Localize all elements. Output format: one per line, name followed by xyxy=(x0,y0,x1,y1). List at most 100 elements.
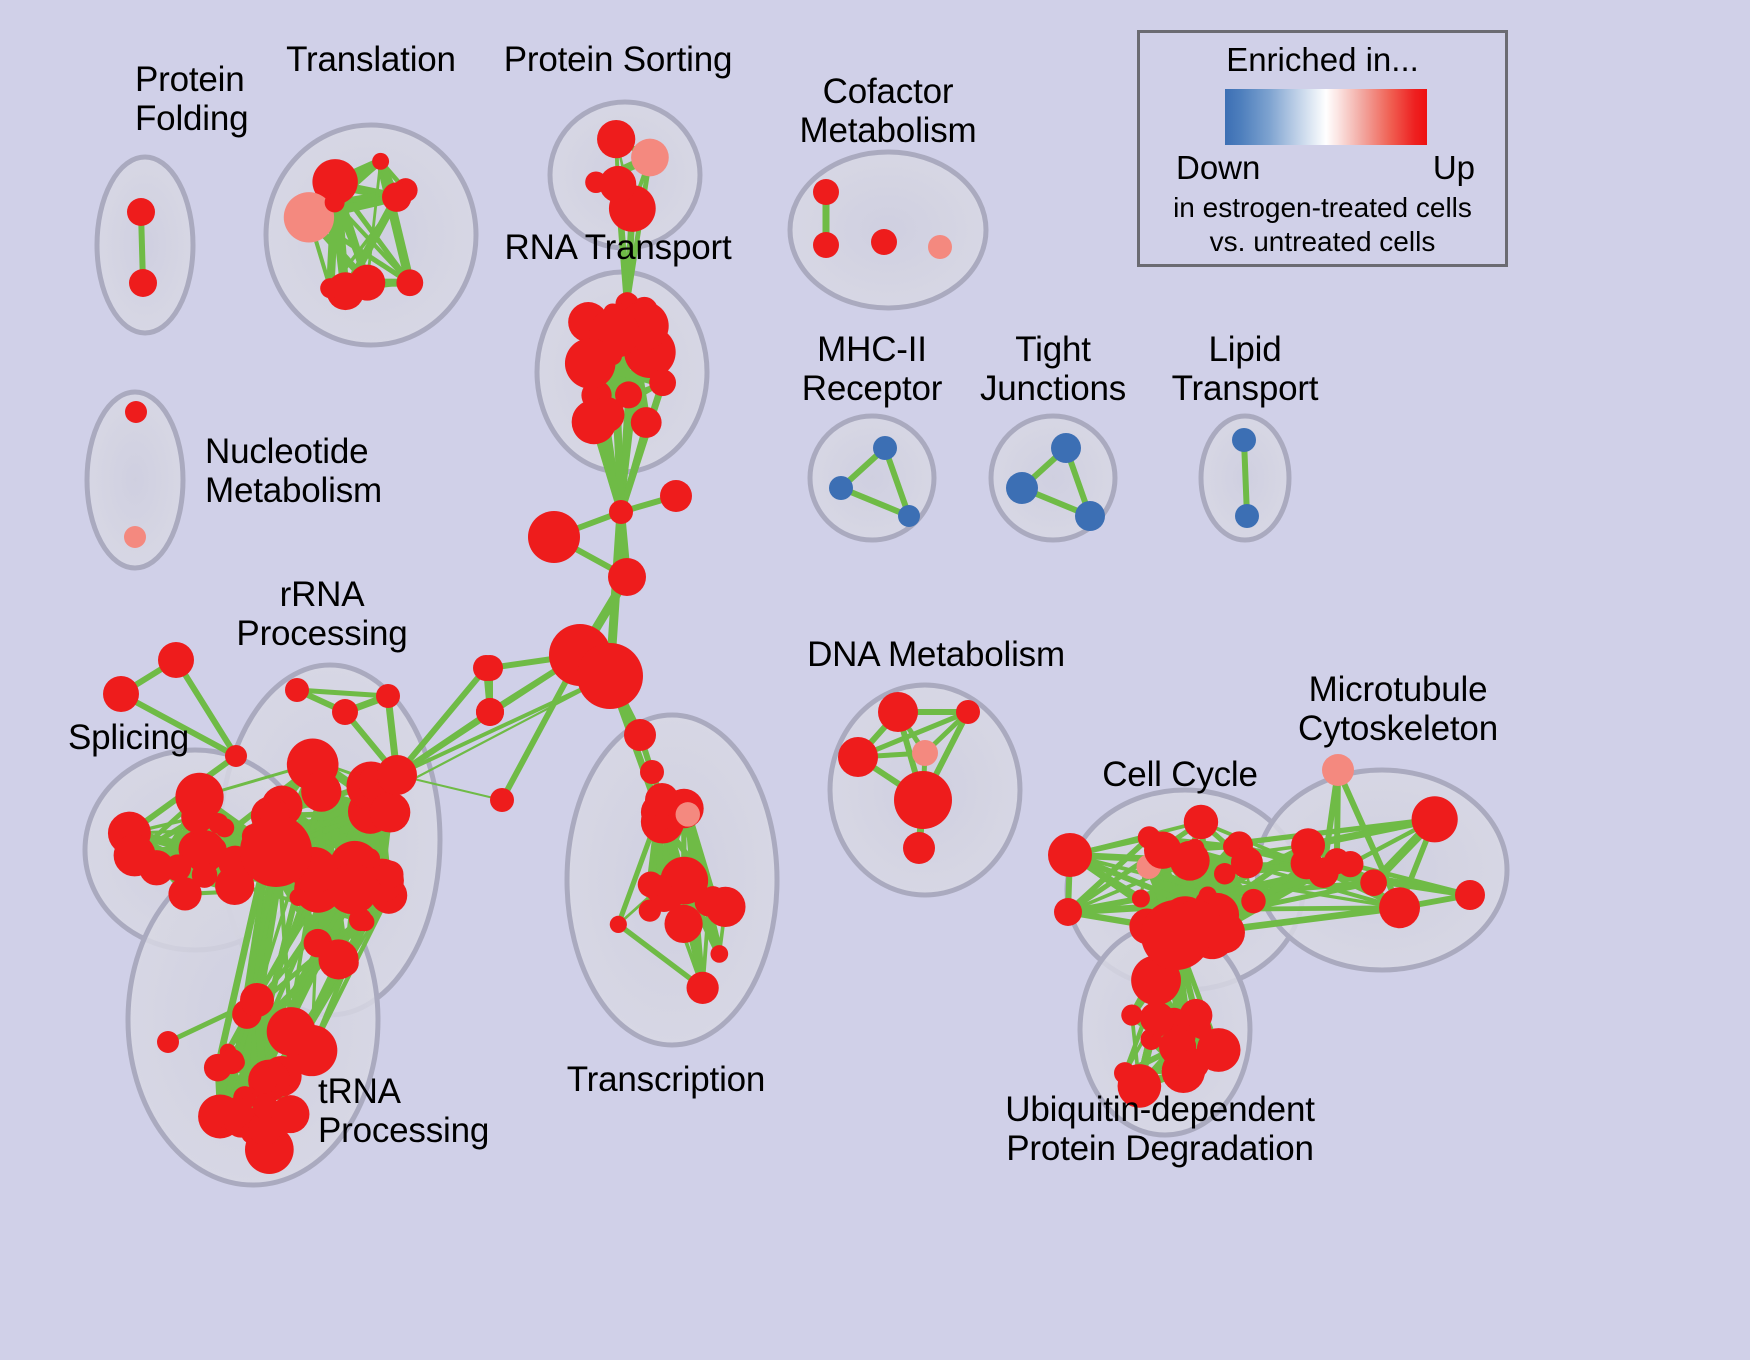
network-node[interactable] xyxy=(372,152,390,170)
network-node[interactable] xyxy=(215,865,255,906)
network-node[interactable] xyxy=(599,165,637,203)
network-node[interactable] xyxy=(158,642,194,678)
network-node[interactable] xyxy=(912,740,938,766)
network-node[interactable] xyxy=(528,511,580,563)
network-node[interactable] xyxy=(332,699,358,725)
network-node[interactable] xyxy=(250,1066,278,1094)
network-node[interactable] xyxy=(1379,887,1421,929)
network-node[interactable] xyxy=(157,1031,179,1053)
network-node[interactable] xyxy=(1241,888,1266,914)
network-node[interactable] xyxy=(871,229,897,255)
network-node[interactable] xyxy=(1143,831,1182,869)
network-node[interactable] xyxy=(1121,1004,1143,1026)
network-node[interactable] xyxy=(476,698,504,726)
cluster-ellipse-nucleotide-metabolism[interactable] xyxy=(84,389,186,571)
network-node[interactable] xyxy=(1214,863,1236,885)
network-node[interactable] xyxy=(125,401,147,423)
network-node[interactable] xyxy=(660,480,692,512)
network-node[interactable] xyxy=(1117,1064,1162,1108)
cluster-ellipse-protein-folding[interactable] xyxy=(94,154,196,336)
network-node[interactable] xyxy=(813,179,839,205)
network-node[interactable] xyxy=(1141,1002,1175,1036)
network-node[interactable] xyxy=(327,863,378,915)
network-node[interactable] xyxy=(477,655,503,681)
network-node[interactable] xyxy=(928,235,952,259)
network-node[interactable] xyxy=(588,396,625,433)
network-node[interactable] xyxy=(710,945,729,963)
network-node[interactable] xyxy=(1337,850,1364,878)
network-node[interactable] xyxy=(903,832,935,864)
network-node[interactable] xyxy=(838,737,878,777)
network-node[interactable] xyxy=(1322,754,1354,786)
network-node[interactable] xyxy=(240,815,312,887)
network-node[interactable] xyxy=(898,505,920,527)
network-node[interactable] xyxy=(577,643,643,709)
network-node[interactable] xyxy=(377,755,417,795)
network-node[interactable] xyxy=(225,745,247,767)
network-node[interactable] xyxy=(396,269,424,297)
network-node[interactable] xyxy=(564,338,616,389)
network-node[interactable] xyxy=(1006,472,1038,504)
network-node[interactable] xyxy=(240,983,274,1017)
network-node[interactable] xyxy=(301,771,342,812)
network-node[interactable] xyxy=(1178,1048,1210,1080)
network-node[interactable] xyxy=(585,171,607,194)
network-node[interactable] xyxy=(1455,880,1485,910)
network-node[interactable] xyxy=(103,676,139,712)
network-node[interactable] xyxy=(1230,846,1263,879)
network-node[interactable] xyxy=(1048,833,1092,877)
network-node[interactable] xyxy=(638,899,662,922)
network-node[interactable] xyxy=(597,119,636,159)
network-node[interactable] xyxy=(1411,796,1458,843)
network-node[interactable] xyxy=(490,788,514,812)
network-node[interactable] xyxy=(813,232,839,258)
network-node[interactable] xyxy=(700,886,726,912)
network-node[interactable] xyxy=(266,1007,316,1056)
network-node[interactable] xyxy=(609,915,627,933)
network-node[interactable] xyxy=(318,939,359,980)
network-node[interactable] xyxy=(630,407,662,438)
network-node[interactable] xyxy=(376,684,400,708)
network-node[interactable] xyxy=(1232,428,1256,452)
network-node[interactable] xyxy=(894,771,952,829)
network-node[interactable] xyxy=(1131,889,1150,908)
network-node[interactable] xyxy=(1171,900,1221,950)
network-node[interactable] xyxy=(829,476,853,500)
network-node[interactable] xyxy=(129,269,157,297)
network-node[interactable] xyxy=(289,888,307,906)
network-node[interactable] xyxy=(191,862,218,888)
network-node[interactable] xyxy=(686,971,719,1004)
network-node[interactable] xyxy=(124,526,146,548)
network-node[interactable] xyxy=(956,700,980,724)
network-node[interactable] xyxy=(127,198,155,226)
network-node[interactable] xyxy=(645,783,679,817)
network-node[interactable] xyxy=(382,182,412,212)
network-node[interactable] xyxy=(624,719,656,751)
network-node[interactable] xyxy=(1183,804,1219,840)
network-node[interactable] xyxy=(181,800,214,834)
network-node[interactable] xyxy=(1054,898,1082,926)
network-node[interactable] xyxy=(1185,838,1205,858)
network-node[interactable] xyxy=(360,848,381,869)
network-node[interactable] xyxy=(631,138,669,177)
network-node[interactable] xyxy=(320,278,341,299)
network-node[interactable] xyxy=(285,678,309,702)
network-node[interactable] xyxy=(1191,1018,1212,1040)
network-node[interactable] xyxy=(164,854,192,882)
network-node[interactable] xyxy=(649,369,676,397)
network-node[interactable] xyxy=(640,760,664,784)
network-node[interactable] xyxy=(1291,828,1326,863)
network-node[interactable] xyxy=(1075,501,1105,531)
network-node[interactable] xyxy=(218,1048,245,1075)
network-node[interactable] xyxy=(138,850,175,886)
network-node[interactable] xyxy=(873,436,897,460)
network-node[interactable] xyxy=(637,871,664,898)
network-node[interactable] xyxy=(168,877,202,911)
network-node[interactable] xyxy=(1235,504,1259,528)
network-node[interactable] xyxy=(283,192,335,243)
network-node[interactable] xyxy=(608,558,646,596)
network-node[interactable] xyxy=(615,381,643,409)
network-node[interactable] xyxy=(271,1095,310,1134)
network-node[interactable] xyxy=(675,802,700,827)
network-node[interactable] xyxy=(221,1097,253,1129)
